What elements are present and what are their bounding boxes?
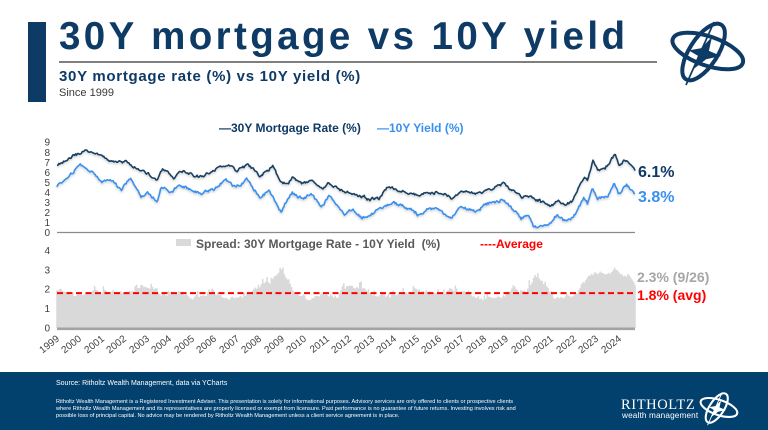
svg-text:2017: 2017 <box>443 333 468 356</box>
svg-text:2001: 2001 <box>83 333 108 356</box>
svg-text:2: 2 <box>44 285 50 296</box>
svg-text:4: 4 <box>44 246 50 257</box>
svg-text:0: 0 <box>44 228 50 239</box>
svg-text:2023: 2023 <box>577 333 602 356</box>
svg-text:4: 4 <box>44 188 50 199</box>
svg-text:1: 1 <box>44 218 50 229</box>
svg-text:2021: 2021 <box>532 333 557 356</box>
svg-text:2019: 2019 <box>487 333 512 356</box>
svg-text:2022: 2022 <box>555 333 580 356</box>
svg-text:0: 0 <box>44 324 50 335</box>
svg-text:9: 9 <box>44 138 50 149</box>
svg-text:2002: 2002 <box>105 333 130 356</box>
svg-text:2006: 2006 <box>195 333 220 356</box>
svg-text:8: 8 <box>44 148 50 159</box>
svg-text:3: 3 <box>44 265 50 276</box>
svg-text:2014: 2014 <box>375 333 400 356</box>
svg-text:6: 6 <box>44 168 50 179</box>
svg-text:2004: 2004 <box>150 333 175 356</box>
svg-text:2: 2 <box>44 208 50 219</box>
svg-text:2013: 2013 <box>353 333 378 356</box>
svg-text:2020: 2020 <box>510 333 535 356</box>
svg-text:2005: 2005 <box>173 333 198 356</box>
svg-text:2015: 2015 <box>398 333 423 356</box>
svg-text:2016: 2016 <box>420 333 445 356</box>
svg-text:2011: 2011 <box>308 333 332 355</box>
svg-text:1999: 1999 <box>38 333 63 356</box>
svg-text:2000: 2000 <box>60 333 85 356</box>
svg-text:5: 5 <box>44 178 50 189</box>
svg-text:2007: 2007 <box>218 333 243 356</box>
svg-text:1: 1 <box>44 304 50 315</box>
svg-text:2010: 2010 <box>285 333 310 356</box>
svg-text:7: 7 <box>44 158 50 169</box>
svg-text:2008: 2008 <box>240 333 265 356</box>
svg-text:3: 3 <box>44 198 50 209</box>
svg-text:2009: 2009 <box>263 333 288 356</box>
svg-text:2024: 2024 <box>600 333 625 356</box>
svg-text:2012: 2012 <box>330 333 355 356</box>
svg-text:2003: 2003 <box>128 333 153 356</box>
svg-text:2018: 2018 <box>465 333 490 356</box>
